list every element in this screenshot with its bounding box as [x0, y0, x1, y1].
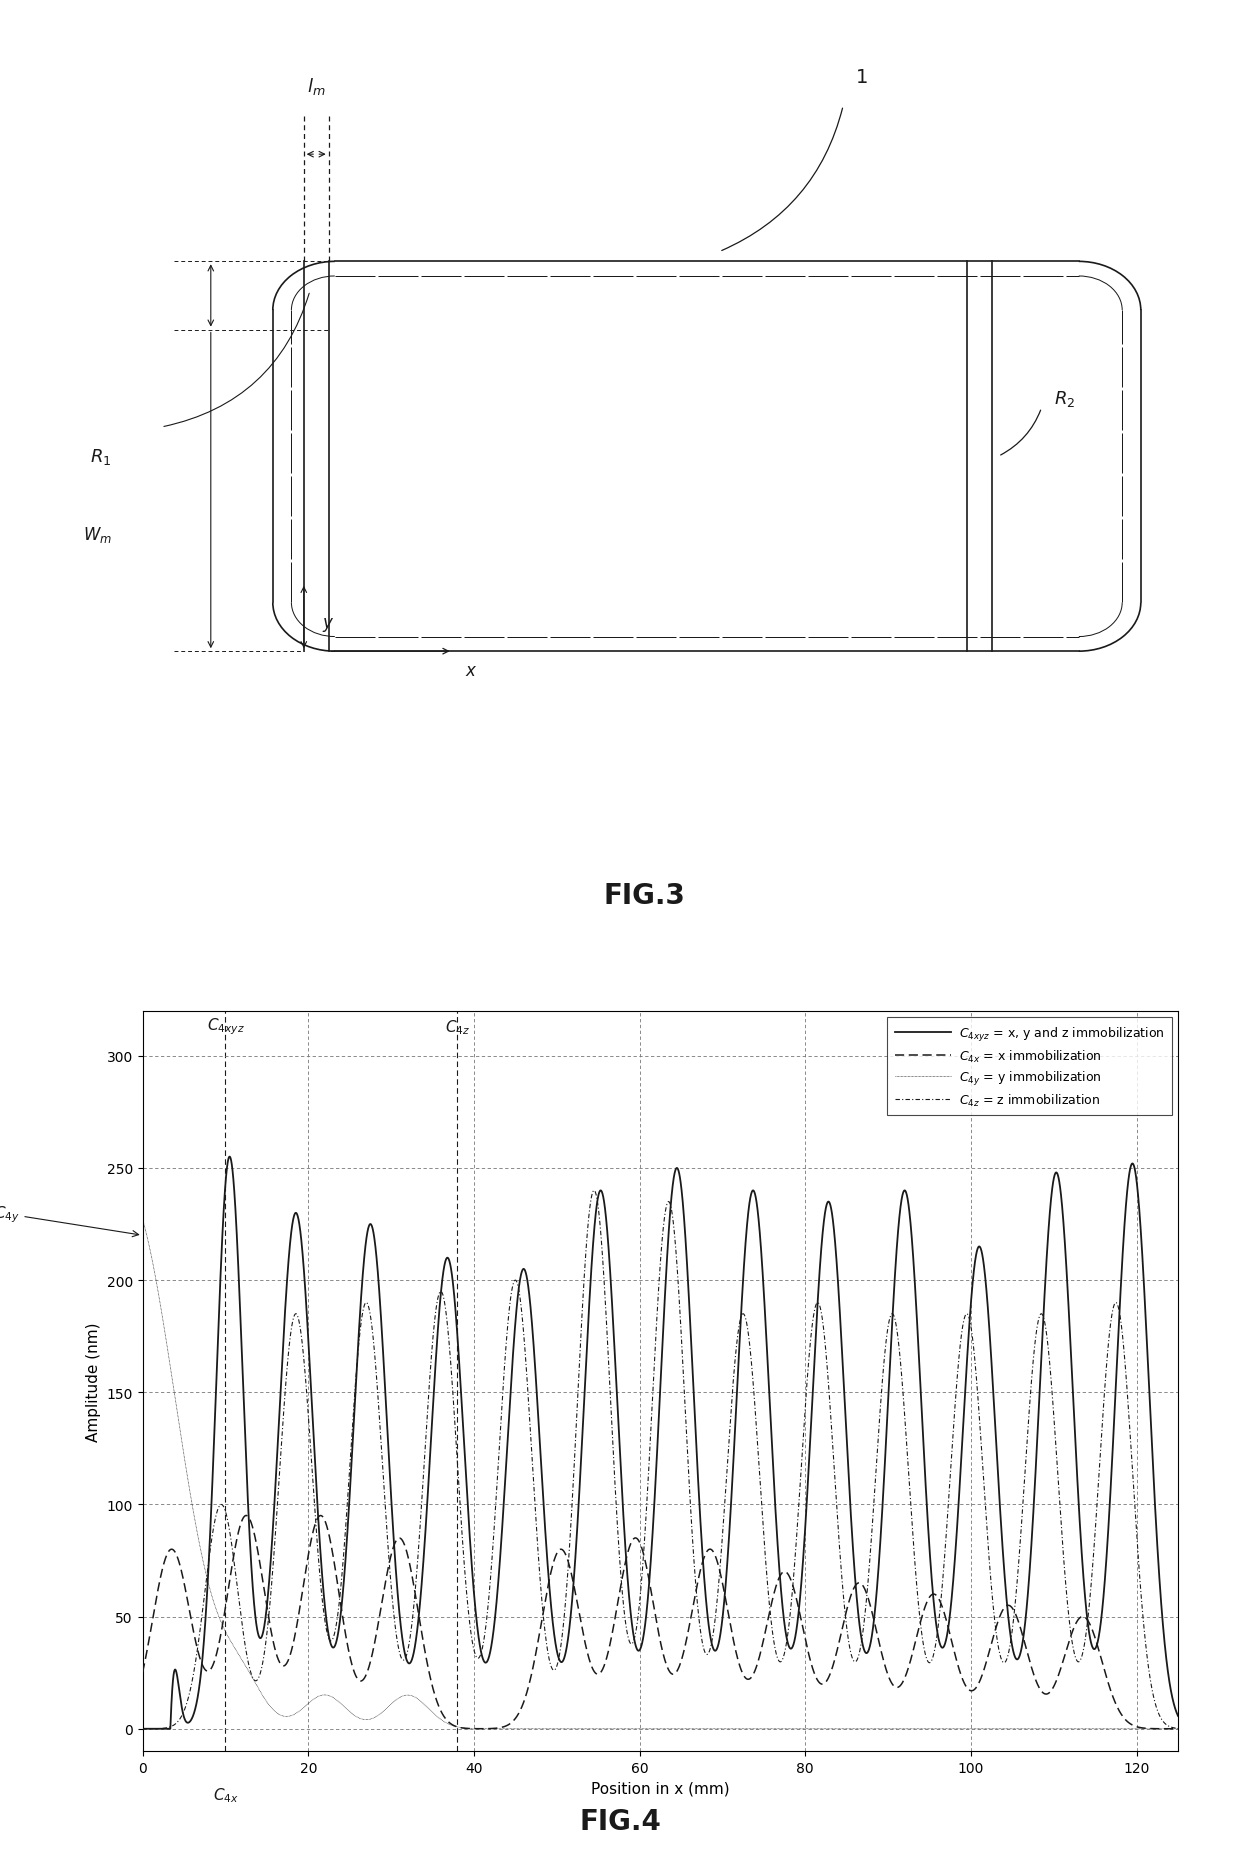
Text: $R_1$: $R_1$	[91, 448, 112, 466]
Text: $C_{4x}$: $C_{4x}$	[212, 1785, 238, 1804]
Text: FIG.4: FIG.4	[579, 1807, 661, 1834]
X-axis label: Position in x (mm): Position in x (mm)	[591, 1781, 729, 1796]
Text: $l_m$: $l_m$	[308, 75, 325, 97]
Text: $W_m$: $W_m$	[83, 524, 112, 545]
Text: $R_2$: $R_2$	[1054, 388, 1075, 408]
Text: $C_{4z}$: $C_{4z}$	[445, 1017, 470, 1036]
Text: FIG.3: FIG.3	[604, 882, 686, 908]
Text: x: x	[465, 661, 475, 680]
Legend: $C_{4xyz}$ = x, y and z immobilization, $C_{4x}$ = x immobilization, $C_{4y}$ = : $C_{4xyz}$ = x, y and z immobilization, …	[888, 1017, 1172, 1116]
Text: $C_{4xyz}$: $C_{4xyz}$	[207, 1015, 244, 1036]
Text: y: y	[322, 614, 332, 631]
Text: $C_{4y}$: $C_{4y}$	[0, 1204, 139, 1236]
Y-axis label: Amplitude (nm): Amplitude (nm)	[86, 1322, 100, 1440]
Text: 1: 1	[856, 67, 868, 86]
